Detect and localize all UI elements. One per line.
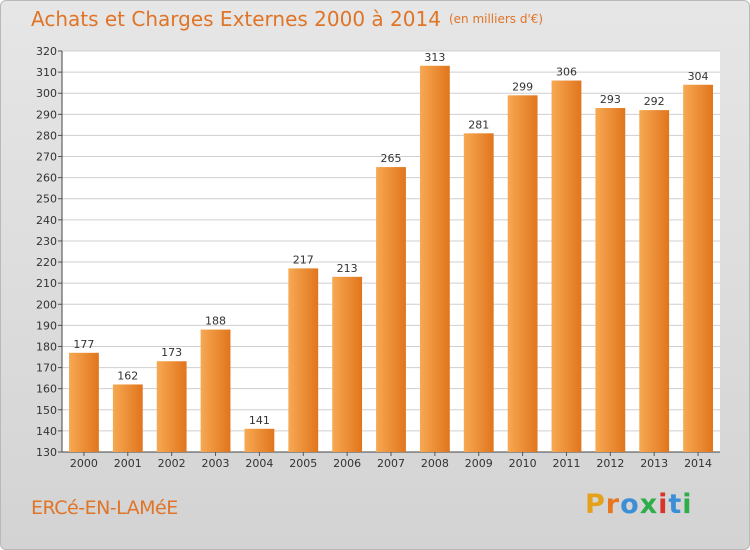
bar-value-label: 313	[424, 51, 445, 64]
bar-value-label: 162	[117, 369, 138, 382]
x-tick-label: 2010	[509, 457, 537, 470]
y-tick-label: 200	[36, 298, 57, 311]
y-tick-label: 300	[36, 87, 57, 100]
bar-value-label: 141	[249, 414, 270, 427]
logo-letter: i	[682, 489, 693, 520]
y-tick-label: 280	[36, 129, 57, 142]
y-tick-label: 270	[36, 151, 57, 164]
bar-value-label: 213	[337, 262, 358, 275]
bar	[463, 133, 494, 452]
x-tick-label: 2001	[114, 457, 142, 470]
x-tick-label: 2011	[552, 457, 580, 470]
logo-letter: x	[639, 489, 659, 520]
y-tick-label: 190	[36, 319, 57, 332]
bar-value-label: 217	[293, 253, 314, 266]
y-tick-label: 130	[36, 446, 57, 459]
y-tick-label: 160	[36, 383, 57, 396]
y-tick-label: 210	[36, 277, 57, 290]
logo-letter: o	[620, 489, 640, 520]
logo-letter: r	[605, 489, 621, 520]
chart-subtitle: (en milliers d'€)	[448, 12, 544, 26]
bar-value-label: 306	[556, 66, 577, 79]
x-tick-label: 2003	[202, 457, 230, 470]
bar-value-label: 299	[512, 80, 533, 93]
x-tick-label: 2005	[289, 457, 317, 470]
x-tick-label: 2006	[333, 457, 361, 470]
bar	[507, 95, 538, 453]
bar	[551, 80, 582, 453]
bar-value-label: 292	[644, 95, 665, 108]
bar	[332, 276, 363, 452]
logo-letter: i	[658, 489, 669, 520]
bar-value-label: 173	[161, 346, 182, 359]
x-tick-label: 2004	[245, 457, 273, 470]
y-tick-label: 310	[36, 66, 57, 79]
y-tick-label: 140	[36, 425, 57, 438]
bar	[112, 384, 143, 452]
logo-letter: t	[668, 489, 683, 520]
bar	[595, 107, 626, 453]
y-tick-label: 250	[36, 193, 57, 206]
bar-value-label: 293	[600, 93, 621, 106]
y-tick-label: 220	[36, 256, 57, 269]
bar	[639, 110, 670, 453]
y-tick-label: 230	[36, 235, 57, 248]
bar	[244, 428, 275, 452]
x-tick-label: 2002	[158, 457, 186, 470]
x-tick-label: 2012	[596, 457, 624, 470]
y-tick-label: 150	[36, 404, 57, 417]
commune-name: ERCé-EN-LAMéE	[31, 497, 178, 519]
x-tick-label: 2009	[465, 457, 493, 470]
y-tick-label: 180	[36, 340, 57, 353]
proxiti-logo: Proxiti	[585, 489, 693, 520]
x-tick-label: 2007	[377, 457, 405, 470]
bar	[376, 167, 406, 452]
x-tick-label: 2008	[421, 457, 449, 470]
bar-value-label: 177	[73, 338, 94, 351]
bar	[200, 329, 231, 452]
y-tick-label: 170	[36, 362, 57, 375]
y-tick-label: 320	[36, 45, 57, 58]
bar-value-label: 265	[381, 152, 402, 165]
bar-value-label: 304	[688, 70, 709, 83]
chart-title: Achats et Charges Externes 2000 à 2014 (e…	[31, 7, 543, 31]
x-tick-label: 2013	[640, 457, 668, 470]
bar-value-label: 281	[468, 118, 489, 131]
bar	[419, 65, 450, 452]
y-tick-label: 260	[36, 172, 57, 185]
bar	[683, 84, 713, 452]
x-tick-label: 2000	[70, 457, 98, 470]
title-text: Achats et Charges Externes 2000 à 2014	[31, 7, 441, 31]
x-tick-label: 2014	[684, 457, 712, 470]
bar-value-label: 188	[205, 315, 226, 328]
y-tick-label: 240	[36, 214, 57, 227]
bar	[288, 268, 319, 452]
y-tick-label: 290	[36, 108, 57, 121]
bar	[156, 361, 187, 452]
bar	[69, 352, 99, 452]
logo-letter: P	[585, 489, 606, 520]
